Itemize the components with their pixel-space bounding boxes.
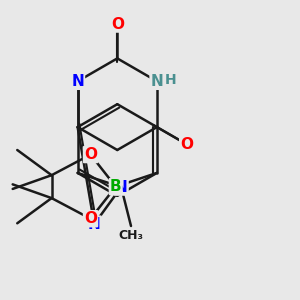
Text: O: O (111, 16, 124, 32)
Text: O: O (84, 147, 97, 162)
Text: H: H (165, 73, 177, 87)
Text: N: N (71, 74, 84, 89)
Text: N: N (88, 217, 100, 232)
Text: O: O (84, 211, 97, 226)
Text: O: O (180, 137, 193, 152)
Text: N: N (115, 180, 128, 195)
Text: N: N (151, 74, 163, 89)
Text: B: B (110, 179, 122, 194)
Text: CH₃: CH₃ (118, 229, 143, 242)
